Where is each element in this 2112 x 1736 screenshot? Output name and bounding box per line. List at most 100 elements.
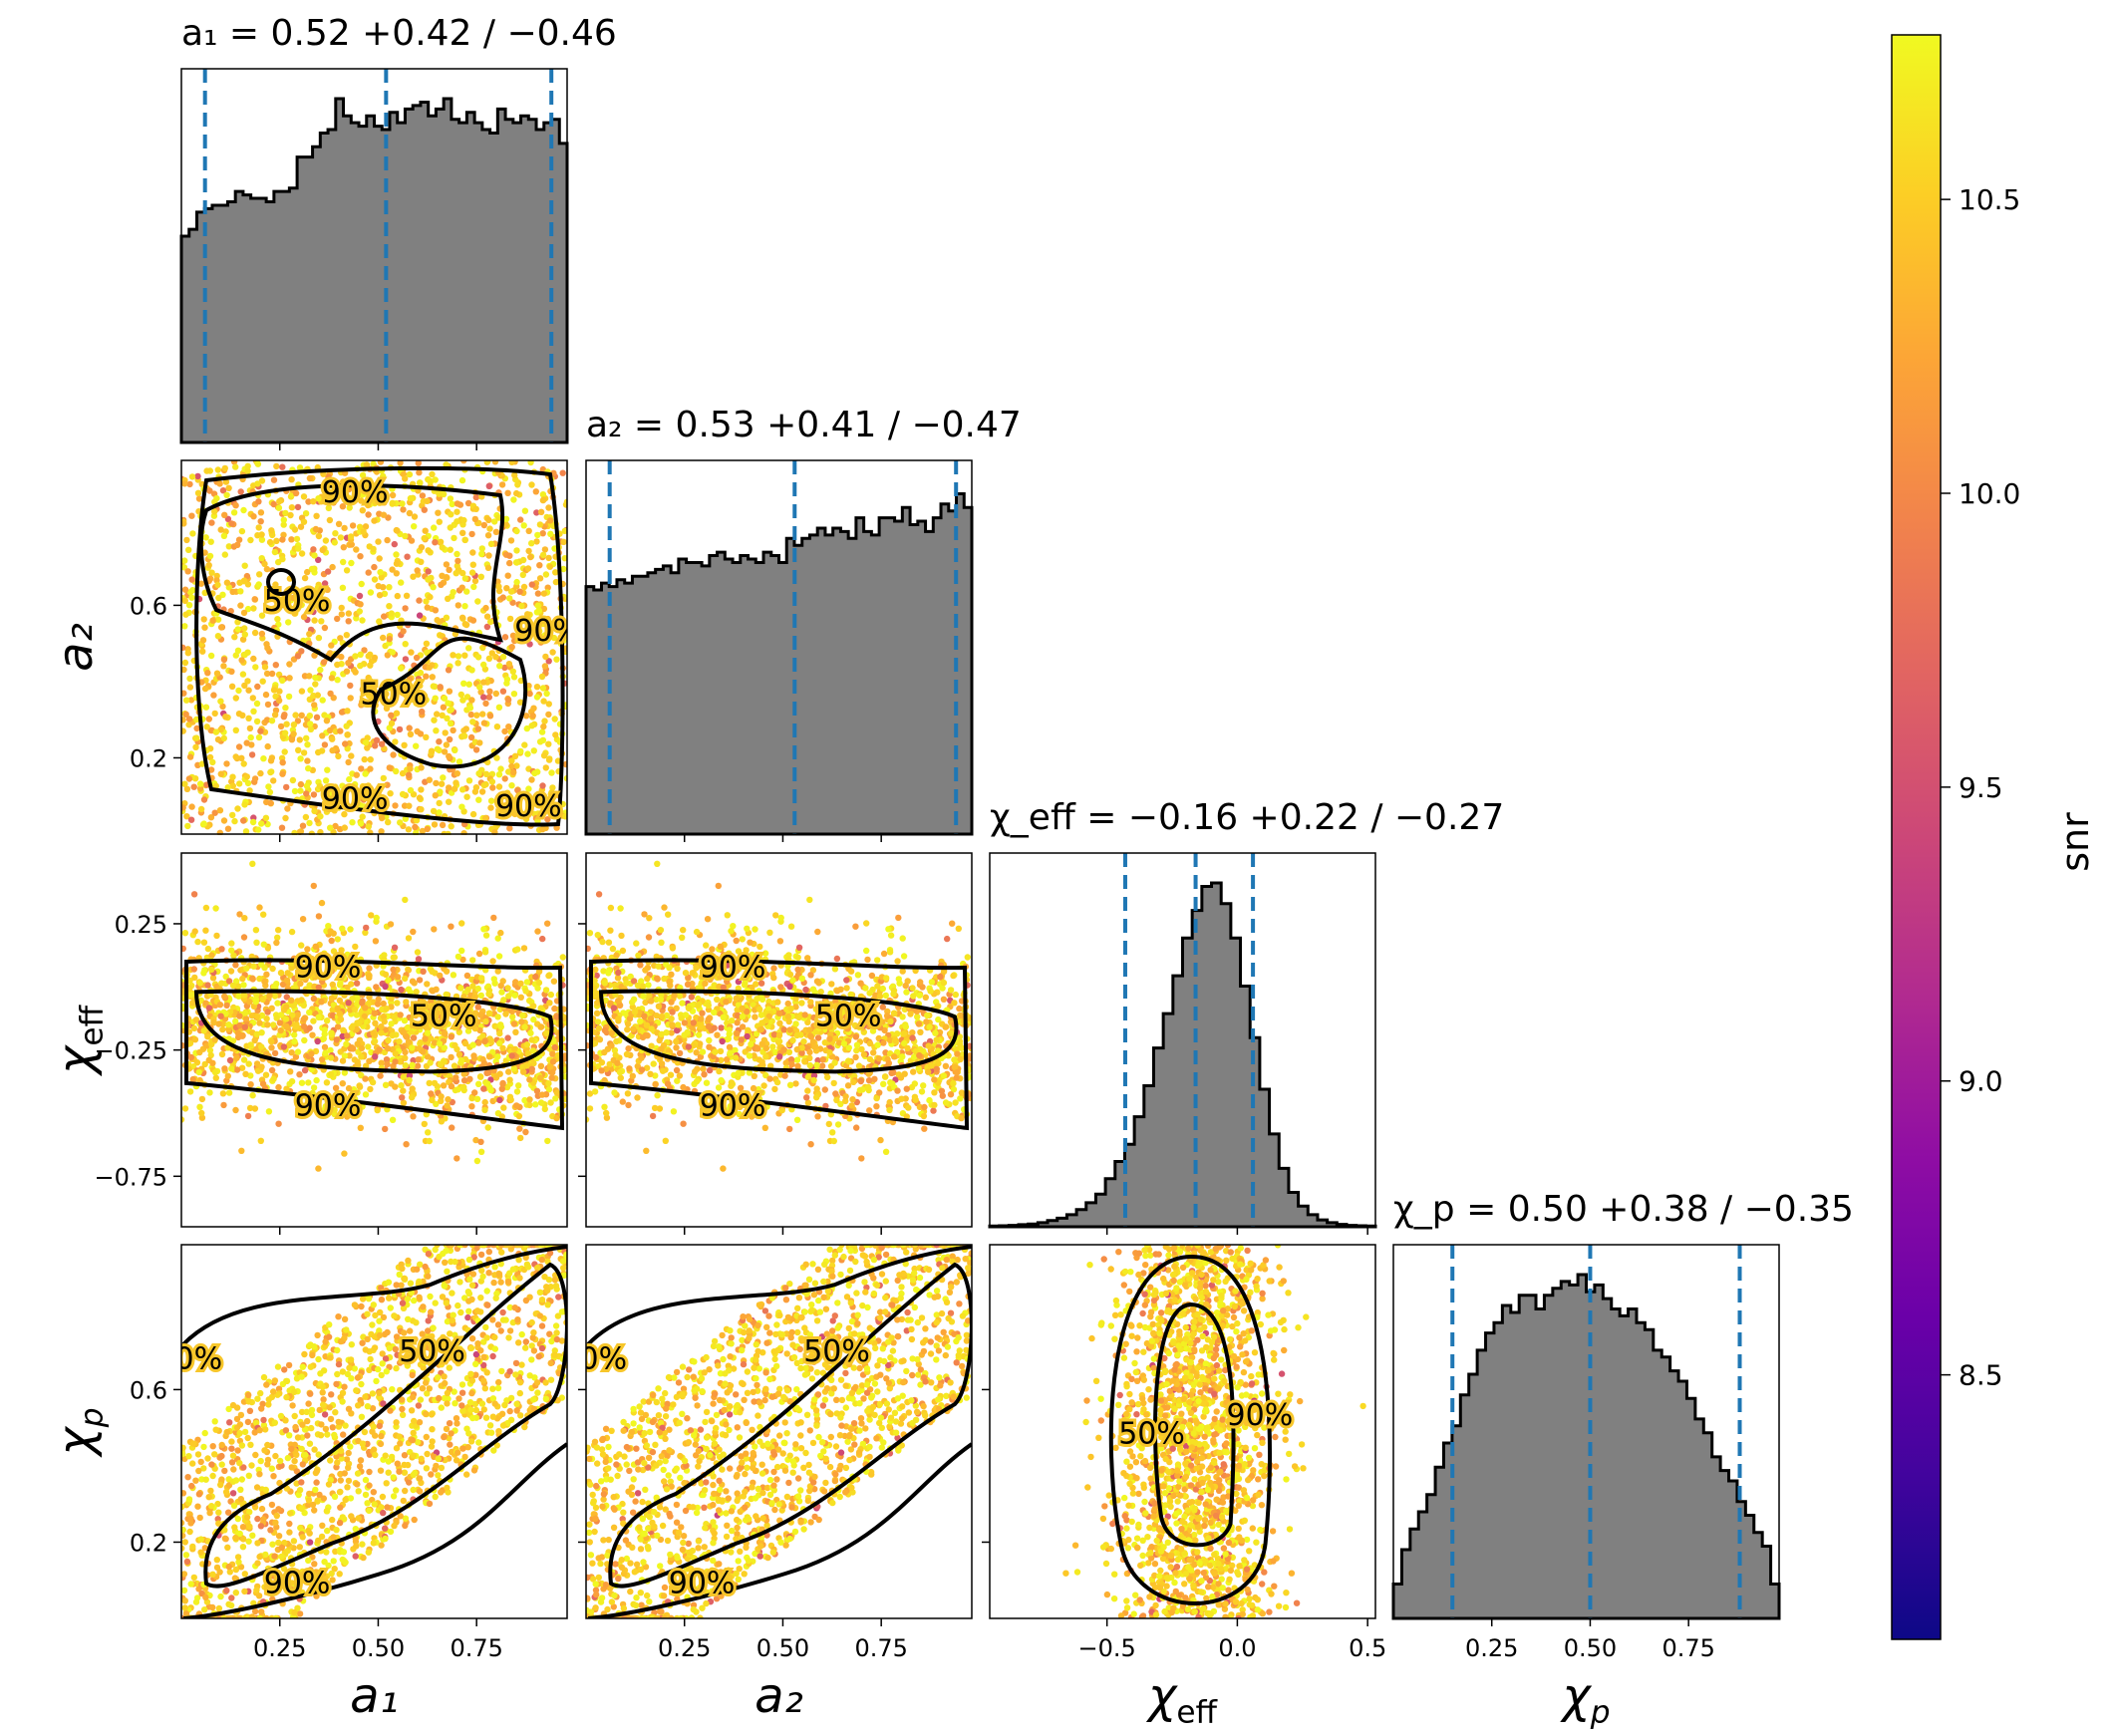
scatter-point [893,1030,901,1037]
scatter-point [219,1020,227,1027]
scatter-point [801,1012,808,1018]
scatter-point [338,604,345,612]
scatter-point [458,614,466,621]
scatter-point [363,461,371,468]
scatter-point [367,662,374,669]
scatter-point [298,997,305,1004]
scatter-point [876,1024,884,1031]
scatter-point [541,1105,548,1113]
scatter-point [313,1076,320,1084]
scatter-point [593,972,600,980]
scatter-point [448,1033,454,1040]
scatter-point [408,537,416,544]
scatter-point [749,1034,755,1042]
scatter-point [294,718,302,724]
scatter-point [472,746,480,753]
scatter-point [228,683,236,690]
scatter-point [384,1060,391,1068]
scatter-point [399,1094,406,1101]
scatter-point [439,821,447,829]
scatter-point [515,1112,523,1120]
scatter-point [537,1062,545,1070]
scatter-point [185,546,192,553]
scatter-point [549,649,556,656]
scatter-point [224,1044,231,1051]
scatter-point [343,723,350,729]
scatter-point [329,981,336,989]
scatter-point [359,813,366,820]
scatter-point [527,460,534,466]
scatter-point [219,1090,227,1097]
scatter-point [451,534,457,542]
scatter-point [818,1062,826,1069]
scatter-point [792,1020,799,1027]
scatter-point [213,932,220,940]
scatter-point [260,941,267,948]
scatter-point [668,1015,675,1022]
scatter-point [600,968,607,975]
scatter-point [240,934,248,941]
scatter-point [196,780,204,787]
scatter-point [697,1053,705,1060]
scatter-point [241,682,248,690]
scatter-point [444,1102,451,1109]
scatter-point [415,676,423,683]
scatter-point [287,1068,294,1075]
scatter-point [409,1094,416,1101]
scatter-point [899,968,906,975]
scatter-point [461,603,468,610]
scatter-point [662,1137,669,1145]
scatter-point [370,686,378,693]
scatter-point [753,1106,760,1113]
scatter-point [942,1099,950,1106]
scatter-point [850,1078,857,1086]
scatter-point [436,490,443,497]
scatter-point [523,979,531,986]
scatter-point [389,491,397,499]
scatter-point [195,495,203,502]
scatter-point [297,980,304,988]
scatter-point [504,489,511,496]
scatter-point [714,1031,721,1038]
scatter-point [372,1019,379,1026]
scatter-point [652,1081,659,1088]
scatter-point [296,464,304,471]
scatter-point [399,790,407,798]
scatter-point [279,536,286,543]
scatter-point [528,776,535,783]
scatter-point [522,988,529,995]
scatter-point [221,993,228,1000]
scatter-point [256,975,263,983]
scatter-point [480,1085,487,1092]
scatter-point [182,711,189,718]
scatter-point [828,981,835,988]
scatter-point [324,568,332,575]
scatter-point [517,677,524,685]
scatter-point [270,476,278,483]
scatter-point [233,1066,241,1073]
hist-frame-chi_p [1392,1244,1780,1619]
scatter-point [406,802,413,809]
scatter-point [387,921,395,928]
scatter-point [508,1052,515,1059]
scatter-point [647,1070,654,1078]
scatter-point [561,555,567,562]
scatter-point [349,522,357,529]
scatter-point [780,1026,787,1033]
scatter-point [204,982,211,989]
scatter-point [594,1018,602,1025]
scatter-point [531,800,539,807]
scatter-point [870,1049,877,1056]
scatter-point [679,1000,686,1007]
scatter-point [435,509,442,516]
scatter-point [531,769,538,777]
scatter-point [699,1048,707,1055]
scatter-point [264,645,271,652]
scatter-point [202,534,209,541]
scatter-point [196,1076,203,1084]
scatter-point [534,531,541,539]
scatter-point [217,526,224,533]
scatter-point [510,768,517,776]
scatter-point [243,739,250,746]
scatter-point [204,945,212,953]
